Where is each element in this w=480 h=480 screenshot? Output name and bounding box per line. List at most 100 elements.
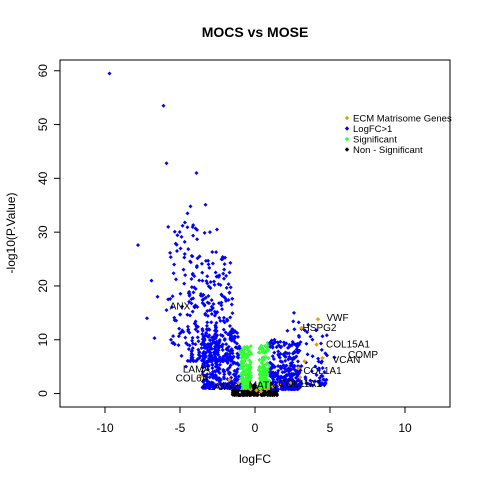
data-point: [177, 326, 182, 331]
data-point: [191, 290, 196, 295]
data-point: [280, 386, 285, 391]
data-point: [227, 324, 232, 329]
data-point: [272, 350, 277, 355]
gene-label: ANX: [170, 301, 191, 312]
data-point: [209, 304, 214, 309]
data-point: [297, 375, 303, 380]
data-point: [259, 343, 264, 348]
data-point: [218, 332, 223, 337]
data-point: [213, 270, 218, 275]
data-point: [279, 384, 284, 389]
data-point: [204, 323, 209, 328]
gene-label: VCAN: [333, 355, 361, 366]
data-point: [202, 230, 207, 235]
data-point: [264, 373, 269, 378]
data-point: [263, 354, 268, 359]
data-point: [183, 335, 188, 340]
data-point: [283, 354, 288, 359]
data-point: [224, 285, 229, 290]
data-point: [205, 274, 210, 279]
data-point: [192, 285, 197, 290]
legend-label: Non - Significant: [353, 145, 423, 156]
data-point: [188, 259, 193, 264]
data-point: [295, 359, 300, 364]
data-point: [287, 351, 292, 356]
series-logfc-1: [107, 71, 337, 392]
data-point: [303, 375, 308, 380]
data-point: [161, 103, 166, 108]
data-point: [235, 377, 240, 382]
data-point: [206, 293, 211, 298]
data-point: [189, 285, 194, 290]
data-point: [235, 334, 240, 339]
data-point: [227, 355, 232, 360]
data-point: [168, 250, 173, 255]
legend-marker: [344, 126, 350, 131]
data-point: [211, 381, 216, 386]
data-point: [268, 360, 273, 365]
data-point: [242, 358, 247, 363]
data-point: [206, 334, 211, 339]
data-point: [236, 374, 241, 379]
data-point: [228, 336, 233, 341]
data-point: [225, 351, 230, 356]
data-point: [320, 355, 325, 361]
data-point: [284, 363, 289, 368]
data-point: [175, 248, 179, 253]
data-point: [198, 354, 203, 359]
data-point: [192, 321, 197, 326]
data-point: [288, 380, 294, 385]
data-point: [235, 354, 240, 359]
data-point: [274, 345, 279, 350]
data-point: [227, 365, 232, 370]
data-point: [310, 354, 315, 359]
data-point: [245, 383, 250, 388]
data-point: [324, 333, 329, 338]
data-point: [215, 350, 220, 355]
data-point: [214, 334, 219, 339]
data-point: [217, 301, 221, 306]
gene-label: MATN: [249, 380, 277, 391]
data-point: [176, 343, 181, 348]
gene-label: LAMA: [208, 382, 236, 393]
data-point: [292, 327, 297, 332]
data-point: [199, 345, 204, 350]
data-point: [227, 377, 232, 382]
data-point: [277, 355, 282, 360]
data-point: [224, 347, 229, 352]
data-point: [182, 281, 187, 286]
data-point: [286, 357, 291, 362]
data-point: [275, 371, 280, 376]
legend-label: LogFC>1: [353, 124, 392, 135]
data-point: [299, 364, 304, 369]
data-point: [247, 371, 252, 376]
data-point: [222, 376, 227, 381]
legend-marker: [344, 136, 350, 142]
data-point: [276, 364, 281, 369]
data-point: [185, 211, 190, 216]
data-point: [242, 345, 247, 350]
data-point: [207, 230, 212, 235]
data-point: [236, 345, 241, 350]
data-point: [292, 310, 296, 315]
data-point: [268, 369, 273, 374]
data-point: [254, 388, 259, 393]
data-point: [225, 317, 230, 322]
data-point: [205, 372, 210, 377]
data-point: [236, 393, 241, 398]
data-point: [319, 341, 323, 346]
data-point: [259, 374, 264, 379]
gene-label: LAMA: [183, 364, 211, 375]
data-point: [233, 374, 238, 379]
data-point: [203, 258, 208, 263]
gene-label: VWF: [326, 313, 348, 324]
data-point: [169, 305, 174, 310]
data-point: [297, 348, 302, 353]
data-point: [276, 349, 281, 354]
data-point: [296, 320, 301, 325]
data-point: [270, 381, 275, 386]
data-point: [186, 347, 191, 352]
data-point: [155, 294, 160, 299]
data-point: [219, 292, 224, 297]
data-point: [184, 364, 188, 369]
